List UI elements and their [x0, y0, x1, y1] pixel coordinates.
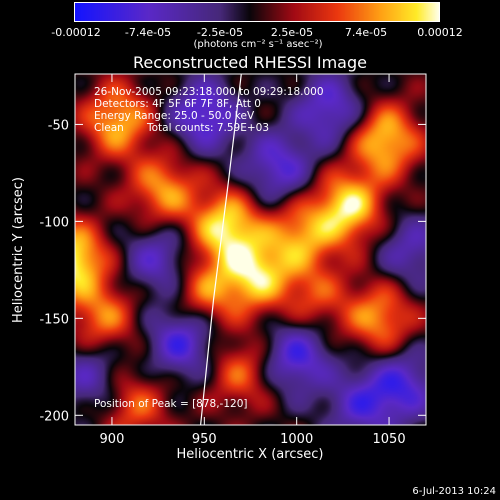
x-tick-label: 1000: [280, 432, 313, 447]
energy-range-annotation: Energy Range: 25.0 - 50.0 keV: [94, 110, 255, 122]
colorbar-tick-label: -0.00012: [51, 26, 101, 39]
y-tick-label: -100: [39, 215, 69, 230]
chart-title: Reconstructed RHESSI Image: [133, 53, 367, 72]
date-stamp: 6-Jul-2013 10:24: [412, 486, 496, 497]
peak-position-annotation: Position of Peak = [878,-120]: [94, 398, 248, 410]
colorbar-tick-label: 2.5e-05: [270, 26, 314, 39]
colorbar: [74, 2, 440, 22]
colorbar-tick-label: 7.4e-05: [344, 26, 388, 39]
x-axis-ticks: 900 950 1000 1050: [100, 74, 406, 447]
plot-frame: [74, 73, 427, 426]
detectors-annotation: Detectors: 4F 5F 6F 7F 8F, Att 0: [94, 98, 261, 110]
heatmap-image: [75, 74, 426, 425]
clean-annotation: Clean: [94, 122, 124, 134]
colorbar-tick-label: -2.5e-05: [196, 26, 244, 39]
colorbar-units: (photons cm⁻² s⁻¹ asec⁻²): [193, 39, 323, 50]
y-tick-label: -50: [48, 118, 69, 133]
solar-limb-line: [200, 73, 242, 426]
colorbar-tick-label: -7.4e-05: [124, 26, 172, 39]
y-axis-label: Heliocentric Y (arcsec): [11, 177, 26, 323]
x-axis-label: Heliocentric X (arcsec): [177, 447, 324, 462]
x-tick-label: 900: [100, 432, 125, 447]
colorbar-tick-label: 0.00012: [417, 26, 463, 39]
total-counts-annotation: Total counts: 7.59E+03: [147, 122, 270, 134]
x-tick-label: 950: [192, 432, 217, 447]
x-tick-label: 1050: [373, 432, 406, 447]
y-tick-label: -150: [39, 312, 69, 327]
time-range-annotation: 26-Nov-2005 09:23:18.000 to 09:29:18.000: [94, 86, 324, 98]
y-tick-label: -200: [39, 409, 69, 424]
y-axis-ticks: -50 -100 -150 -200: [39, 118, 426, 424]
